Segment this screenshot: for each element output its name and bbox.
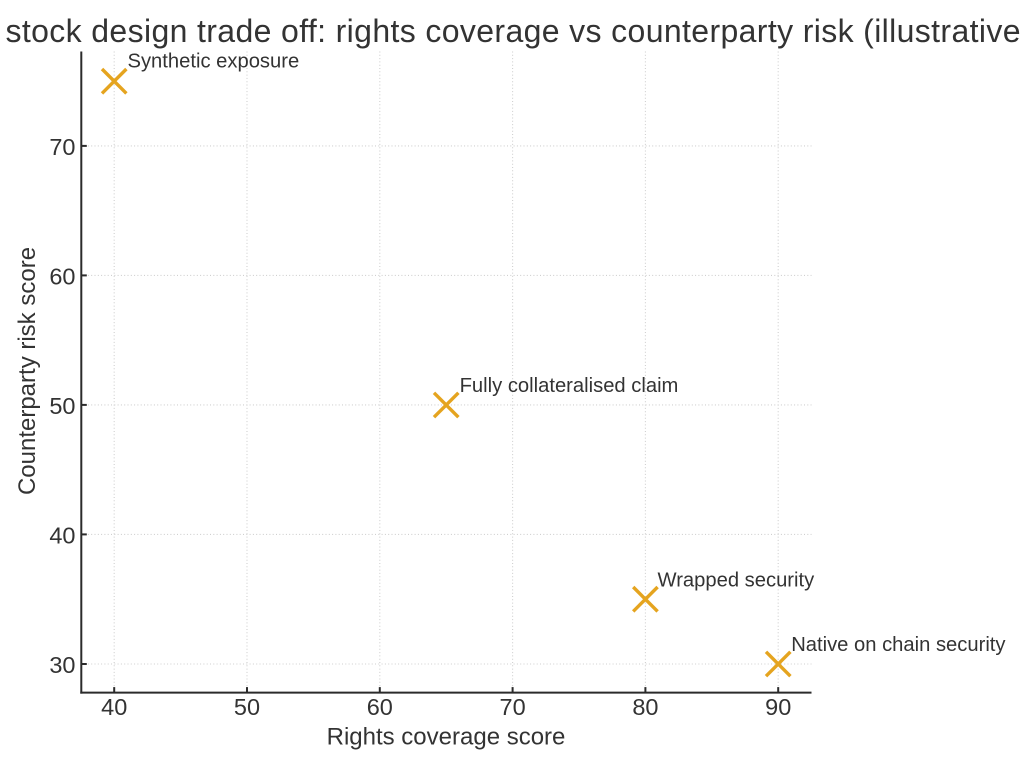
svg-text:Rights coverage score: Rights coverage score [327, 723, 566, 750]
svg-text:60: 60 [367, 694, 393, 720]
svg-text:40: 40 [101, 694, 127, 720]
svg-text:60: 60 [49, 263, 75, 289]
svg-text:50: 50 [234, 694, 260, 720]
svg-text:70: 70 [49, 134, 75, 160]
svg-text:90: 90 [765, 694, 791, 720]
svg-text:50: 50 [49, 393, 75, 419]
svg-text:70: 70 [500, 694, 526, 720]
svg-text:Native on chain security: Native on chain security [791, 634, 1006, 656]
svg-text:Counterparty risk score: Counterparty risk score [14, 247, 41, 495]
svg-text:80: 80 [632, 694, 658, 720]
svg-text:30: 30 [49, 652, 75, 678]
svg-text:Wrapped security: Wrapped security [658, 569, 816, 591]
svg-text:40: 40 [49, 522, 75, 548]
svg-text:Synthetic exposure: Synthetic exposure [128, 50, 300, 72]
svg-text:Fully collateralised claim: Fully collateralised claim [460, 375, 679, 397]
svg-text:stock design trade off: rights: stock design trade off: rights coverage … [6, 13, 1021, 49]
